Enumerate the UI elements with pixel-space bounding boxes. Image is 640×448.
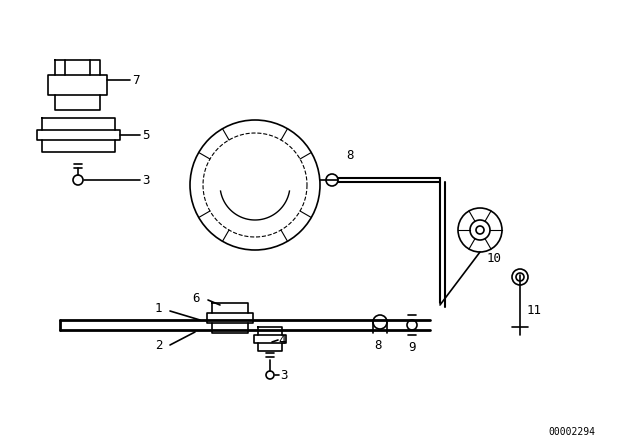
Text: 3: 3 xyxy=(142,173,150,186)
Text: 00002294: 00002294 xyxy=(548,427,595,437)
Text: 7: 7 xyxy=(132,73,140,86)
Text: 11: 11 xyxy=(527,303,542,316)
Text: 10: 10 xyxy=(487,251,502,264)
Text: 2: 2 xyxy=(155,339,163,352)
Text: 8: 8 xyxy=(346,148,353,161)
Text: 8: 8 xyxy=(374,339,381,352)
Text: 5: 5 xyxy=(142,129,150,142)
Text: 1: 1 xyxy=(155,302,163,314)
Text: 9: 9 xyxy=(408,340,415,353)
Text: 3: 3 xyxy=(280,369,287,382)
Text: 4: 4 xyxy=(278,333,285,346)
Text: 6: 6 xyxy=(192,292,200,305)
